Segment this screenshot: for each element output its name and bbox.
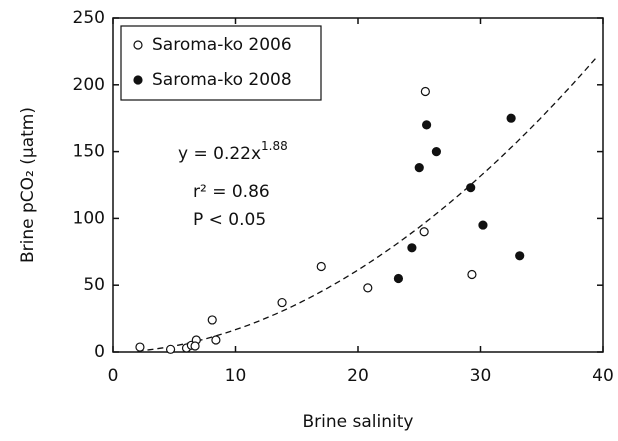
marker (211, 335, 221, 345)
fit-curve (137, 56, 598, 352)
p-value: P < 0.05 (193, 210, 266, 230)
r-squared: r² = 0.86 (193, 182, 270, 202)
marker (478, 220, 488, 230)
marker (506, 113, 516, 123)
y-tick-label: 100 (73, 208, 105, 228)
legend-label: Saroma-ko 2006 (152, 35, 292, 55)
y-tick-label: 150 (73, 142, 105, 162)
x-tick-label: 20 (347, 366, 369, 386)
marker (414, 163, 424, 173)
marker (467, 269, 477, 280)
x-tick-label: 30 (470, 366, 492, 386)
marker (419, 227, 429, 237)
marker (420, 86, 430, 97)
marker (515, 251, 525, 261)
marker (431, 147, 441, 157)
marker (135, 342, 145, 352)
x-axis-label: Brine salinity (303, 412, 414, 432)
y-tick-label: 200 (73, 75, 105, 95)
x-tick-label: 0 (108, 366, 119, 386)
marker (277, 297, 287, 308)
x-tick-label: 40 (592, 366, 614, 386)
fit-exponent: 1.88 (261, 139, 288, 153)
y-tick-label: 250 (73, 8, 105, 28)
marker (363, 283, 373, 293)
marker (207, 315, 217, 325)
marker (422, 120, 432, 130)
fit-variable: x (251, 144, 261, 164)
y-axis-label: Brine pCO₂ (µatm) (18, 107, 38, 263)
y-tick-label: 50 (83, 275, 105, 295)
legend-marker (133, 75, 143, 85)
fit-equation: y = 0.22x1.88 (178, 139, 288, 165)
legend-marker (133, 40, 143, 50)
marker (165, 344, 176, 354)
legend-label: Saroma-ko 2008 (152, 70, 292, 90)
x-tick-label: 10 (225, 366, 247, 386)
legend-box (120, 25, 322, 101)
fit-label: y = (178, 144, 213, 164)
marker (466, 183, 476, 193)
y-tick-label: 0 (94, 342, 105, 362)
marker (190, 341, 200, 351)
marker (393, 273, 404, 284)
marker (316, 261, 326, 272)
marker (407, 243, 417, 253)
fit-coefficient: 0.22 (213, 144, 251, 164)
